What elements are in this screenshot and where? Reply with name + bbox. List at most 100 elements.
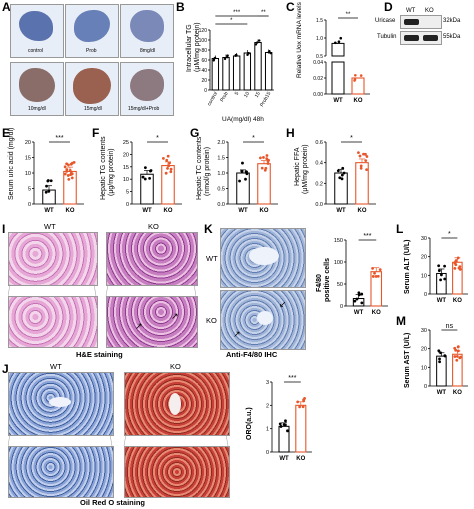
data-point xyxy=(148,176,151,180)
data-point xyxy=(438,357,441,361)
cell-image-8mg xyxy=(120,4,174,58)
panel-label-d: D xyxy=(384,0,393,14)
bar-wt-lower xyxy=(331,61,345,95)
y-tick-label: 0.5 xyxy=(316,54,323,60)
y-tick-label: 1.5 xyxy=(217,156,225,162)
data-point xyxy=(69,173,73,177)
data-point xyxy=(437,269,441,272)
data-point xyxy=(70,176,74,180)
data-point xyxy=(283,423,287,427)
data-point xyxy=(364,159,368,163)
arrow-icon: ↗ xyxy=(233,329,241,339)
x-tick-label: KO xyxy=(358,208,367,214)
y-tick-label: 20 xyxy=(123,152,129,158)
y-tick-label: 20 xyxy=(421,255,427,261)
y-tick-label: 120 xyxy=(199,28,208,34)
he-image-ko-low xyxy=(106,232,198,286)
panel-g-ylabel: Hepatic TC contents xyxy=(196,136,203,200)
panel-k-caption: Anti-F4/80 IHC xyxy=(226,350,278,359)
data-point xyxy=(365,168,369,172)
panel-k-chart: 0 50 100 150 WT KO *** xyxy=(334,233,388,316)
data-point xyxy=(66,174,70,177)
data-point xyxy=(437,264,441,268)
blot-size-uricase: 32kDa xyxy=(443,18,461,24)
data-point xyxy=(267,51,270,54)
panel-g-chart: 0.0 0.5 1.0 1.5 2.0 WT KO * xyxy=(217,135,278,214)
x-tick-label: WT xyxy=(333,98,343,104)
data-point xyxy=(455,358,459,362)
data-point xyxy=(456,345,460,349)
y-tick-label: 1.5 xyxy=(316,18,323,24)
image-label-control: control xyxy=(28,48,44,54)
y-tick-label: 50 xyxy=(337,282,343,288)
bar-wt xyxy=(236,172,250,205)
data-point xyxy=(284,419,287,423)
y-tick-label: 1 xyxy=(266,427,269,433)
data-point xyxy=(45,184,48,188)
data-point xyxy=(169,167,173,171)
significance-label: ** xyxy=(346,12,351,18)
data-point xyxy=(72,160,76,164)
y-tick-label: 0 xyxy=(204,88,207,94)
y-tick-label: 2 xyxy=(266,403,269,409)
data-point xyxy=(440,273,443,277)
data-point xyxy=(161,156,165,160)
image-label-prob: Prob xyxy=(86,48,97,54)
y-tick-label: 60 xyxy=(201,58,207,64)
cell-image-15mg-prob xyxy=(120,62,174,116)
panel-l-chart: 0 10 20 30 WT KO * xyxy=(421,231,468,304)
oro-image-ko-high xyxy=(124,446,230,498)
y-tick-label: 0 xyxy=(424,384,427,390)
y-tick-label: 0.00 xyxy=(313,92,323,98)
panel-b-xlabel: UA(mg/dl) 48h xyxy=(222,116,264,123)
panel-j-group-wt: WT xyxy=(50,362,62,371)
data-point xyxy=(438,360,442,364)
y-tick-label: 150 xyxy=(334,238,343,244)
data-point xyxy=(63,165,67,169)
data-point xyxy=(360,301,364,305)
y-tick-label: 0 xyxy=(126,202,129,208)
data-point xyxy=(302,399,306,403)
y-tick-label: 0.0 xyxy=(217,202,225,208)
data-point xyxy=(374,275,378,278)
y-tick-label: 80 xyxy=(201,48,207,54)
data-point xyxy=(376,274,380,278)
y-tick-label: 0.6 xyxy=(315,140,323,146)
data-point xyxy=(149,169,152,173)
x-tick-label: KO xyxy=(164,208,173,214)
x-tick-label: WT xyxy=(238,208,248,214)
data-point xyxy=(44,190,48,194)
x-tick-label: WT xyxy=(336,208,346,214)
x-tick-label: WT xyxy=(44,208,54,214)
data-point xyxy=(143,177,147,181)
data-point xyxy=(337,40,341,43)
x-tick-label: KO xyxy=(66,208,75,214)
bar-wt xyxy=(331,42,345,57)
data-point xyxy=(46,179,50,182)
data-point xyxy=(143,166,147,170)
data-point xyxy=(245,170,248,174)
bar-ko xyxy=(351,77,365,95)
data-point xyxy=(353,78,357,81)
y-tick-label: 0.0 xyxy=(315,202,323,208)
data-point xyxy=(371,275,375,278)
significance-label: * xyxy=(448,231,451,238)
y-tick-label: 100 xyxy=(199,38,208,44)
panel-i-group-wt: WT xyxy=(44,222,56,231)
panel-k-ylabel: F4/80 xyxy=(316,274,323,292)
data-point xyxy=(458,265,462,269)
y-tick-label: 0 xyxy=(28,202,31,208)
significance-label: * xyxy=(350,135,353,142)
bar-prob15 xyxy=(264,52,273,91)
panel-label-a: A xyxy=(2,0,11,14)
significance-label: ns xyxy=(446,323,454,330)
data-point xyxy=(338,176,342,180)
blot-band-uricase xyxy=(400,15,442,29)
data-point xyxy=(357,291,361,295)
data-point xyxy=(357,293,361,297)
data-point xyxy=(166,166,169,170)
data-point xyxy=(371,267,374,270)
data-point xyxy=(362,152,365,156)
data-point xyxy=(238,179,241,183)
bar-prob xyxy=(222,57,230,91)
